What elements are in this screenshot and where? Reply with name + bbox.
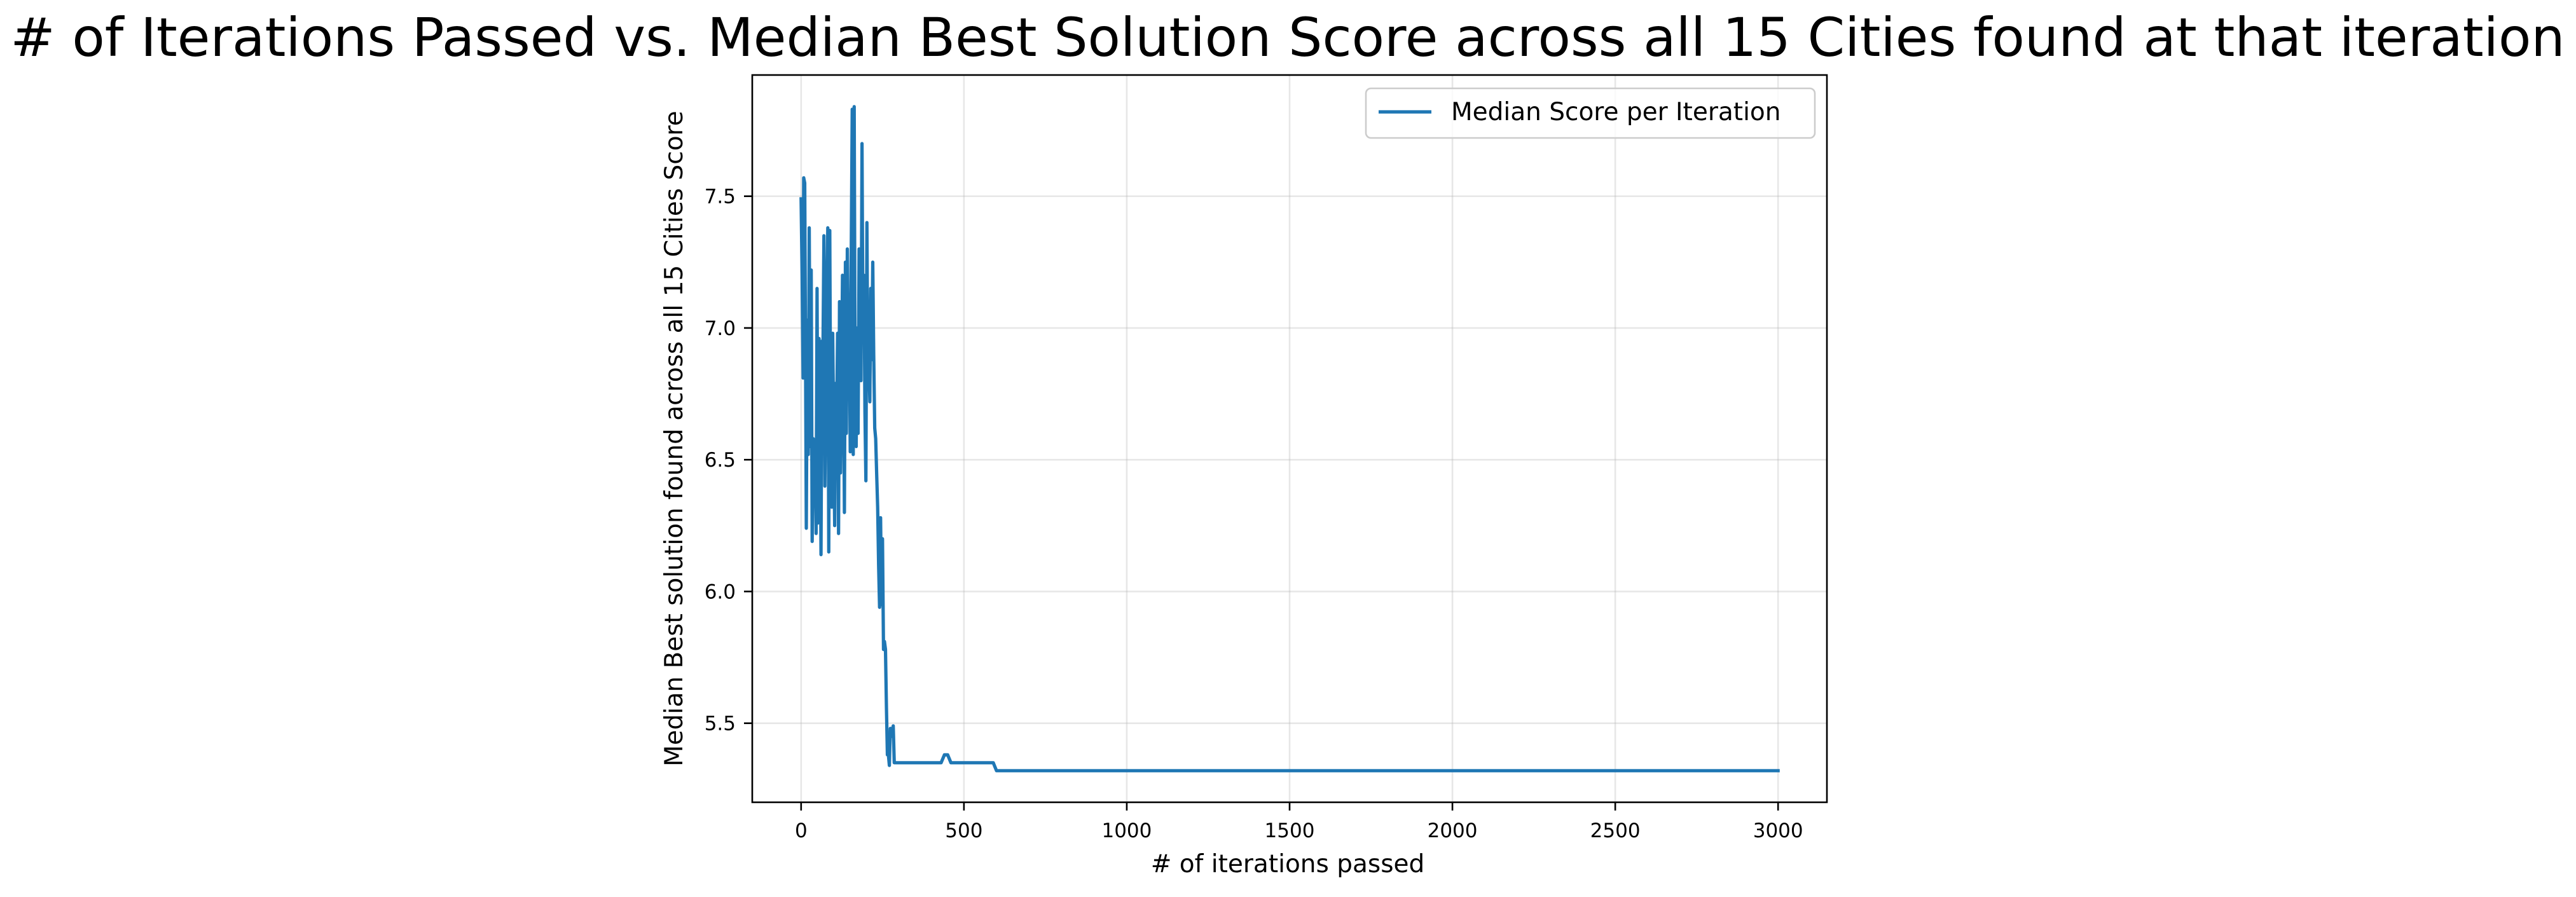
x-tick-label: 1000 <box>1101 819 1152 842</box>
x-tick-label: 0 <box>795 819 808 842</box>
y-axis: 5.5 6.0 6.5 7.0 7.5 <box>705 186 752 736</box>
y-axis-label: Median Best solution found across all 15… <box>660 111 689 767</box>
legend: Median Score per Iteration <box>1365 87 1816 139</box>
series-line-median-score <box>799 105 1780 772</box>
x-tick-label: 2000 <box>1428 819 1478 842</box>
x-tick-label: 2500 <box>1590 819 1641 842</box>
x-tick-label: 1500 <box>1265 819 1315 842</box>
y-tick-label: 5.5 <box>705 713 736 736</box>
y-tick-label: 7.0 <box>705 317 736 340</box>
x-tick-label: 3000 <box>1753 819 1803 842</box>
plot-area <box>799 105 1780 772</box>
chart-title: # of Iterations Passed vs. Median Best S… <box>10 6 2565 69</box>
x-axis-label: # of iterations passed <box>1151 850 1425 879</box>
grid-lines <box>752 75 1827 802</box>
x-tick-label: 500 <box>945 819 982 842</box>
y-tick-label: 6.0 <box>705 580 736 603</box>
y-tick-label: 7.5 <box>705 186 736 209</box>
legend-label: Median Score per Iteration <box>1451 98 1780 127</box>
x-axis: 0 500 1000 1500 2000 2500 3000 <box>795 802 1803 842</box>
legend-box <box>1365 87 1816 139</box>
y-tick-label: 6.5 <box>705 449 736 472</box>
